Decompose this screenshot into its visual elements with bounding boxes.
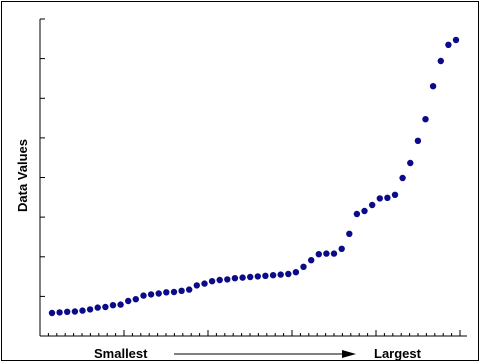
axes — [39, 18, 467, 358]
data-point — [452, 36, 460, 44]
data-point — [155, 290, 162, 297]
data-point — [254, 273, 261, 280]
x-axis-label-smallest: Smallest — [94, 346, 148, 361]
data-point — [437, 57, 444, 65]
data-point — [71, 308, 79, 315]
y-axis-label: Data Values — [15, 139, 30, 213]
data-point — [315, 251, 322, 258]
data-point — [391, 191, 399, 198]
data-point — [292, 269, 300, 276]
data-point — [170, 288, 178, 296]
data-point — [429, 83, 437, 90]
data-point — [247, 273, 254, 281]
data-point — [86, 306, 94, 313]
data-point — [338, 245, 345, 252]
data-point — [330, 250, 338, 257]
data-point — [109, 302, 117, 309]
x-ticks — [39, 330, 461, 336]
data-point — [147, 291, 155, 298]
data-point — [125, 297, 132, 305]
data-point — [308, 257, 315, 264]
data-point — [56, 309, 63, 316]
data-point — [399, 174, 406, 182]
data-point — [277, 271, 284, 278]
data-point — [231, 275, 239, 282]
data-point — [48, 309, 56, 317]
data-point — [445, 41, 452, 48]
data-point — [186, 286, 193, 293]
data-point — [285, 270, 292, 278]
data-point — [163, 289, 170, 296]
data-point — [208, 278, 216, 285]
data-point — [224, 276, 231, 283]
data-point — [201, 280, 208, 287]
x-axis-label-largest: Largest — [374, 346, 421, 361]
data-point — [346, 230, 353, 237]
data-point — [262, 272, 269, 279]
data-point — [323, 250, 330, 257]
data-point — [193, 282, 200, 289]
data-points — [48, 36, 460, 317]
data-point — [369, 201, 376, 209]
data-point — [353, 210, 361, 218]
data-point — [140, 292, 147, 299]
data-point — [269, 272, 277, 279]
data-point — [300, 263, 307, 270]
data-point — [239, 274, 246, 281]
data-point — [79, 307, 86, 314]
data-point — [132, 296, 139, 303]
data-point — [94, 304, 101, 311]
data-point — [407, 159, 414, 167]
data-point — [63, 308, 71, 315]
data-point — [384, 194, 391, 201]
y-ticks — [40, 18, 45, 337]
data-point — [178, 287, 185, 294]
data-point — [117, 301, 124, 308]
data-point — [361, 207, 368, 215]
data-point — [376, 195, 383, 202]
data-point — [216, 276, 223, 284]
data-point — [102, 303, 109, 311]
data-point — [422, 116, 429, 123]
data-point — [414, 137, 422, 144]
x-direction-arrow — [174, 350, 356, 358]
arrow-head — [342, 350, 356, 358]
